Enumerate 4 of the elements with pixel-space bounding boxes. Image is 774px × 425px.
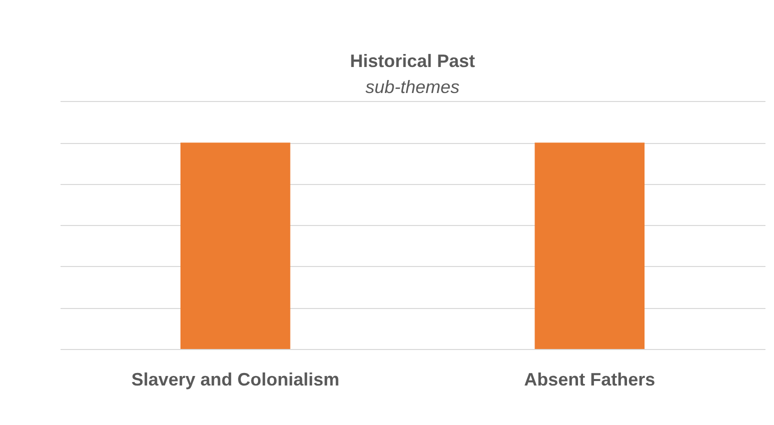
chart-subtitle: sub-themes — [365, 77, 460, 97]
x-tick-label: Absent Fathers — [524, 370, 656, 390]
chart-title: Historical Past — [350, 51, 476, 71]
x-tick-label: Slavery and Colonialism — [131, 370, 340, 390]
